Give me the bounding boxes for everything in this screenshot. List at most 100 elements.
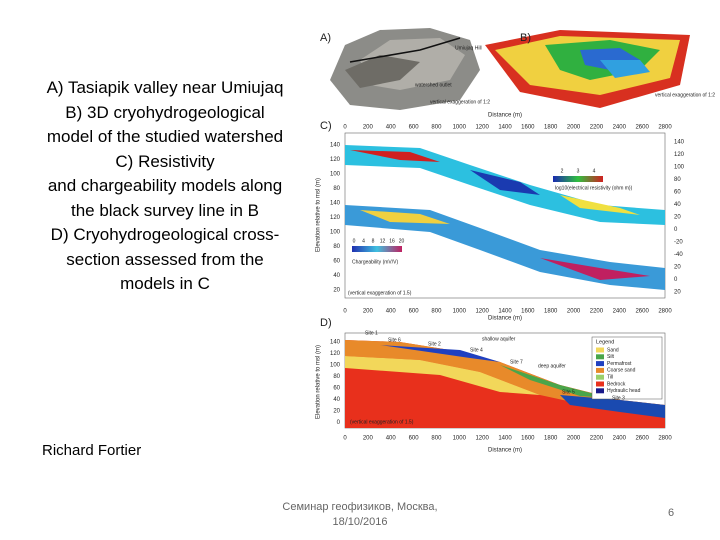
legend-title: Legend xyxy=(596,339,614,345)
axis-label: Distance (m) xyxy=(488,316,522,322)
scale-tick: 8 xyxy=(372,238,375,244)
x-tick-label: 2800 xyxy=(658,309,672,315)
x-tick-label: 2000 xyxy=(567,125,581,131)
y-tick-label: 80 xyxy=(674,177,681,183)
x-tick-label: 1400 xyxy=(498,436,512,442)
x-tick-label: 1200 xyxy=(475,309,489,315)
y-tick-label: 140 xyxy=(330,340,341,346)
legend-label: Coarse sand xyxy=(607,368,636,374)
y-tick-label: 100 xyxy=(330,172,341,178)
description-line: the black survey line in B xyxy=(70,200,260,220)
footer-line: 18/10/2016 xyxy=(332,516,388,528)
x-tick-label: 2200 xyxy=(590,125,604,131)
y-tick-label: 100 xyxy=(330,363,341,369)
x-tick-label: 1600 xyxy=(521,125,535,131)
legend-label: Permafrost xyxy=(607,361,632,367)
legend-swatch xyxy=(596,388,604,394)
site-label: Site 6 xyxy=(388,337,401,343)
description-line: model of the studied watershed xyxy=(46,127,284,146)
annotation: (vertical exaggeration of 1.5) xyxy=(348,290,412,296)
annotation: Chargeability (mV/V) xyxy=(352,259,398,265)
legend-label: Sand xyxy=(607,347,619,353)
x-tick-label: 2600 xyxy=(635,436,649,442)
description-line: section assessed from the xyxy=(66,249,264,269)
scale-tick: 4 xyxy=(593,168,596,174)
description: A) Tasiapik valley near Umiujaq B) 3D cry… xyxy=(20,76,310,297)
y-tick-label: 40 xyxy=(674,202,681,208)
description-line: D) Cryohydrogeological cross- xyxy=(50,225,280,244)
y-tick-label: 140 xyxy=(330,143,341,149)
x-tick-label: 2200 xyxy=(590,309,604,315)
y-tick-label: 40 xyxy=(333,273,340,279)
scale-tick: 2 xyxy=(561,168,564,174)
annotation: vertical exaggeration of 1:2 xyxy=(430,99,490,105)
y-tick-label: 0 xyxy=(337,420,341,426)
footer-line: Семинар геофизиков, Москва, xyxy=(282,501,438,513)
site-label: Site 3 xyxy=(612,395,625,401)
scale-tick: 0 xyxy=(353,238,356,244)
y-tick-label: 140 xyxy=(674,140,685,146)
x-tick-label: 200 xyxy=(363,309,374,315)
y-tick-label: 120 xyxy=(674,152,685,158)
x-tick-label: 2600 xyxy=(635,309,649,315)
x-tick-label: 1400 xyxy=(498,309,512,315)
y-tick-label: 20 xyxy=(333,288,340,294)
site-label: Site 7 xyxy=(510,359,523,365)
y-tick-label: -20 xyxy=(674,240,683,246)
x-tick-label: 600 xyxy=(409,436,420,442)
x-tick-label: 200 xyxy=(363,436,374,442)
legend-label: Silt xyxy=(607,354,615,360)
y-tick-label: 0 xyxy=(674,227,678,233)
x-tick-label: 0 xyxy=(343,436,347,442)
annotation: log10(electrical resistivity (ohm m)) xyxy=(555,185,633,191)
x-tick-label: 800 xyxy=(431,125,442,131)
legend-label: Till xyxy=(607,375,613,381)
annotation: vertical exaggeration of 1:2 xyxy=(655,92,715,98)
site-label: Site 2 xyxy=(428,341,441,347)
axis-label: Distance (m) xyxy=(488,113,522,119)
x-tick-label: 1000 xyxy=(453,436,467,442)
x-tick-label: 1800 xyxy=(544,436,558,442)
x-tick-label: 1600 xyxy=(521,436,535,442)
legend-swatch xyxy=(596,381,604,387)
legend-label: Bedrock xyxy=(607,381,626,387)
x-tick-label: 2400 xyxy=(613,125,627,131)
y-tick-label: 20 xyxy=(674,290,681,296)
site-label: Site 4 xyxy=(470,347,483,353)
x-tick-label: 1200 xyxy=(475,125,489,131)
y-tick-label: 120 xyxy=(330,215,341,221)
y-tick-label: 0 xyxy=(674,277,678,283)
y-tick-label: 20 xyxy=(674,215,681,221)
y-tick-label: 20 xyxy=(674,265,681,271)
x-tick-label: 1000 xyxy=(453,309,467,315)
x-tick-label: 400 xyxy=(386,436,397,442)
legend-swatch xyxy=(596,374,604,380)
annotation: shallow aquifer xyxy=(482,336,516,342)
x-tick-label: 800 xyxy=(431,309,442,315)
scale-tick: 4 xyxy=(362,238,365,244)
legend-swatch xyxy=(596,361,604,367)
x-tick-label: 200 xyxy=(363,125,374,131)
y-tick-label: 80 xyxy=(333,186,340,192)
annotation: (vertical exaggeration of 1.5) xyxy=(350,419,414,425)
x-tick-label: 2000 xyxy=(567,436,581,442)
legend-swatch xyxy=(596,347,604,353)
y-tick-label: -40 xyxy=(674,252,683,258)
y-tick-label: 80 xyxy=(333,244,340,250)
description-line: and chargeability models along xyxy=(47,176,283,195)
axis-label: Elevation relative to msl (m) xyxy=(316,345,322,419)
x-tick-label: 1400 xyxy=(498,125,512,131)
x-tick-label: 600 xyxy=(409,309,420,315)
site-label: Site 1 xyxy=(365,330,378,336)
x-tick-label: 2800 xyxy=(658,125,672,131)
x-tick-label: 1000 xyxy=(453,125,467,131)
page-number: 6 xyxy=(668,507,675,519)
description-line: models in C xyxy=(120,274,210,293)
panel-c-image xyxy=(344,132,666,299)
x-tick-label: 1800 xyxy=(544,125,558,131)
description-line: C) Resistivity xyxy=(115,151,215,171)
panel-d-image xyxy=(344,332,666,429)
x-tick-label: 1200 xyxy=(475,436,489,442)
